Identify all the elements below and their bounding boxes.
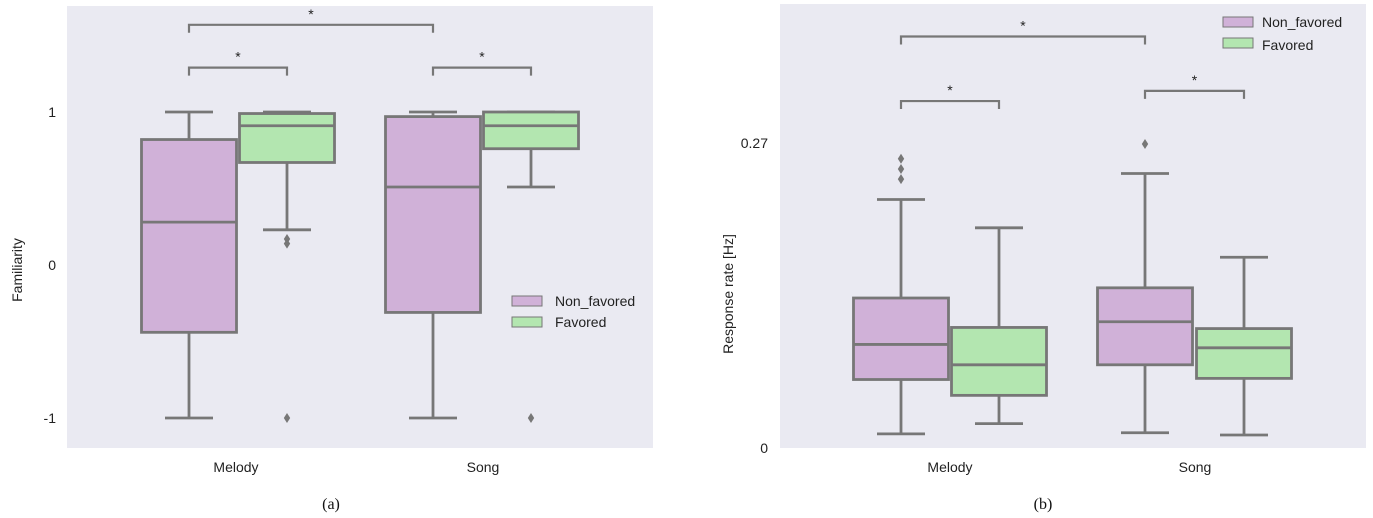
y-axis-label-a: Familiarity [9, 238, 25, 302]
legend-swatch-favored-b [1222, 37, 1254, 49]
y-tick-label-a-0: 0 [48, 257, 56, 273]
significance-bracket: * [1143, 72, 1246, 99]
outlier-point [1141, 139, 1149, 150]
outlier-point [897, 174, 905, 185]
box-0-song-non-favored [384, 110, 482, 420]
legend-swatch-favored-a [511, 316, 543, 328]
legend-label-non-favored-a: Non_favored [555, 293, 635, 309]
outlier-point [527, 413, 535, 423]
outlier-point [283, 238, 291, 249]
bracket-line [187, 66, 289, 76]
box-0-song-favored [482, 110, 580, 423]
bracket-line [431, 66, 533, 76]
significance-bracket: * [187, 6, 435, 33]
box-iqr [384, 115, 482, 314]
box-iqr [1195, 327, 1293, 380]
legend-label-non-favored-b: Non_favored [1262, 14, 1342, 30]
box-1-melody-non-favored [852, 153, 950, 436]
caption-b: (b) [1034, 496, 1053, 513]
bracket-line [1143, 89, 1246, 99]
outlier-point [897, 163, 905, 174]
significance-label: * [308, 6, 314, 22]
y-tick-label-a-1: 1 [48, 104, 56, 120]
box-iqr [482, 110, 580, 151]
box-iqr [950, 326, 1048, 397]
box-iqr [852, 296, 950, 381]
significance-label: * [947, 82, 953, 98]
box-1-melody-favored [950, 226, 1048, 426]
legend-label-favored-b: Favored [1262, 37, 1313, 53]
significance-label: * [235, 49, 241, 65]
bracket-line [899, 35, 1147, 45]
legend-a: Non_favored Favored [511, 293, 635, 330]
y-tick-label-b-0: 0 [760, 440, 768, 456]
panel-a: * * * Melody Song 1 0 -1 Familiarity Non_f… [9, 6, 653, 513]
y-axis-label-b: Response rate [Hz] [720, 234, 736, 354]
bracket-line [187, 23, 435, 33]
significance-bracket: * [899, 82, 1001, 110]
significance-label: * [479, 49, 485, 65]
x-tick-label-song-a: Song [467, 459, 500, 475]
box-1-song-favored [1195, 255, 1293, 437]
significance-bracket: * [187, 49, 289, 76]
box-iqr [1096, 286, 1194, 367]
outlier-point [283, 413, 291, 423]
y-tick-label-a-minus1: -1 [44, 410, 57, 426]
box-0-melody-favored [238, 110, 336, 423]
box-1-song-non-favored [1096, 139, 1194, 435]
panel-b: * * * Melody Song 0.27 0 Response rate [Hz… [720, 4, 1366, 513]
caption-a: (a) [322, 496, 340, 513]
box-iqr [140, 138, 238, 334]
significance-bracket: * [899, 18, 1147, 45]
legend-b: Non_favored Favored [1222, 14, 1342, 53]
legend-swatch-non-favored-a [511, 295, 543, 307]
x-tick-label-melody-b: Melody [927, 459, 972, 475]
y-tick-label-b-0-27: 0.27 [741, 135, 768, 151]
significance-label: * [1192, 72, 1198, 88]
legend-label-favored-a: Favored [555, 314, 606, 330]
outlier-point [897, 153, 905, 164]
bracket-line [899, 99, 1001, 110]
x-tick-label-melody-a: Melody [213, 459, 258, 475]
significance-label: * [1020, 18, 1026, 34]
box-0-melody-non-favored [140, 110, 238, 420]
box-iqr [238, 112, 336, 164]
significance-bracket: * [431, 49, 533, 76]
plot-area-b [780, 4, 1366, 448]
legend-swatch-non-favored-b [1222, 16, 1254, 28]
x-tick-label-song-b: Song [1179, 459, 1212, 475]
